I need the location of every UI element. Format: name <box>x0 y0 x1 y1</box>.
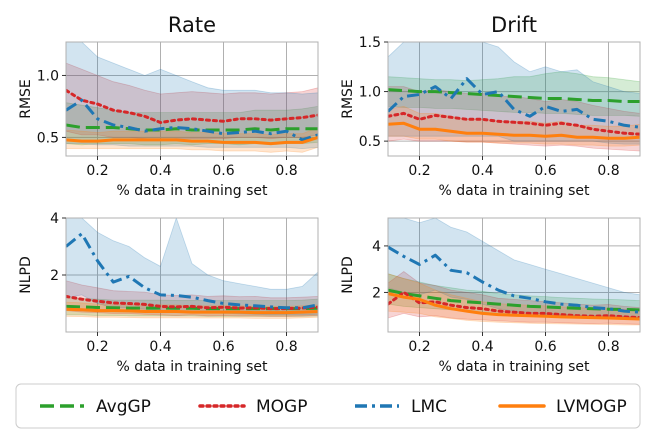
legend-label-avggp: AvgGP <box>96 397 151 417</box>
band-lmc <box>66 42 318 150</box>
x-axis-label: % data in training set <box>438 359 590 375</box>
legend-frame <box>15 383 641 429</box>
x-tick-label: 0.8 <box>275 339 297 355</box>
y-tick-label: 0.5 <box>359 134 381 150</box>
chart-title: Rate <box>168 13 216 37</box>
x-tick-label: 0.8 <box>275 163 297 179</box>
line-mogp <box>388 111 640 136</box>
y-axis-label: NLPD <box>18 256 34 294</box>
series-lines <box>66 88 318 146</box>
y-tick-label: 1.0 <box>37 68 59 84</box>
line-lvmogp <box>388 292 640 321</box>
series-lines <box>388 77 640 140</box>
line-avggp <box>66 123 318 132</box>
band-lmc <box>388 218 640 319</box>
x-tick-label: 0.2 <box>408 339 430 355</box>
x-tick-label: 0.4 <box>149 339 171 355</box>
y-tick-label: 1.5 <box>359 35 381 51</box>
band-avggp <box>66 102 318 146</box>
y-tick-label: 2 <box>50 268 59 284</box>
y-axis-label: RMSE <box>18 79 34 119</box>
panels-layer: 0.2 0.4 0.6 0.8 0.5 1.0 % data in training set… <box>18 13 641 375</box>
line-lvmogp <box>66 135 318 146</box>
legend-label-lmc: LMC <box>411 397 447 417</box>
panel-rate-nlpd: 0.2 0.4 0.6 0.8 2 4 % data in training set NLPD <box>18 211 319 375</box>
x-tick-label: 0.6 <box>212 339 234 355</box>
series-lines <box>66 232 318 315</box>
line-mogp <box>66 294 318 311</box>
chart-title: Drift <box>491 13 537 37</box>
band-mogp <box>388 271 640 325</box>
confidence-bands <box>66 42 318 153</box>
x-tick-label: 0.6 <box>534 339 556 355</box>
x-axis-label: % data in training set <box>116 183 268 199</box>
x-tick-label: 0.4 <box>471 339 493 355</box>
y-axis-label: RMSE <box>340 79 356 119</box>
series-lines <box>388 245 640 321</box>
band-lvmogp <box>388 273 640 326</box>
band-avggp <box>388 71 640 117</box>
line-lvmogp <box>66 307 318 315</box>
panel-drift-rmse: 0.2 0.4 0.6 0.8 0.5 1.0 1.5 % data in training … <box>340 13 641 199</box>
x-tick-label: 0.2 <box>408 163 430 179</box>
line-lmc <box>66 98 318 142</box>
line-lmc <box>66 232 318 310</box>
x-tick-label: 0.4 <box>149 163 171 179</box>
y-axis-label: NLPD <box>340 256 356 294</box>
grid-lines <box>66 42 318 156</box>
x-tick-label: 0.6 <box>212 163 234 179</box>
line-lvmogp <box>388 121 640 140</box>
axes-frame <box>387 217 641 333</box>
panel-drift-nlpd: 0.2 0.4 0.6 0.8 2 4 % data in training set NLPD <box>340 217 641 375</box>
y-tick-label: 0.5 <box>37 130 59 146</box>
panel-rate-rmse: 0.2 0.4 0.6 0.8 0.5 1.0 % data in training set… <box>18 13 319 199</box>
y-tick-label: 4 <box>50 211 59 227</box>
band-lvmogp <box>66 301 318 319</box>
x-tick-label: 0.2 <box>86 163 108 179</box>
line-lmc <box>388 245 640 314</box>
y-tick-label: 1.0 <box>359 85 381 101</box>
band-mogp <box>66 62 318 141</box>
line-mogp <box>66 88 318 124</box>
y-tick-label: 2 <box>372 285 381 301</box>
legend-label-mogp: MOGP <box>256 397 307 417</box>
x-axis-label: % data in training set <box>438 183 590 199</box>
band-lmc <box>66 218 318 316</box>
line-avggp <box>388 88 640 103</box>
x-tick-label: 0.4 <box>471 163 493 179</box>
y-tick-label: 4 <box>372 239 381 255</box>
x-tick-label: 0.2 <box>86 339 108 355</box>
x-tick-label: 0.8 <box>597 339 619 355</box>
x-tick-label: 0.8 <box>597 163 619 179</box>
legend: AvgGP MOGP LMC LVMOGP <box>15 383 641 429</box>
axes-frame <box>387 41 641 157</box>
line-lmc <box>388 77 640 129</box>
axes-frame <box>65 41 319 157</box>
x-axis-label: % data in training set <box>116 359 268 375</box>
x-tick-label: 0.6 <box>534 163 556 179</box>
legend-label-lvmogp: LVMOGP <box>556 397 627 417</box>
